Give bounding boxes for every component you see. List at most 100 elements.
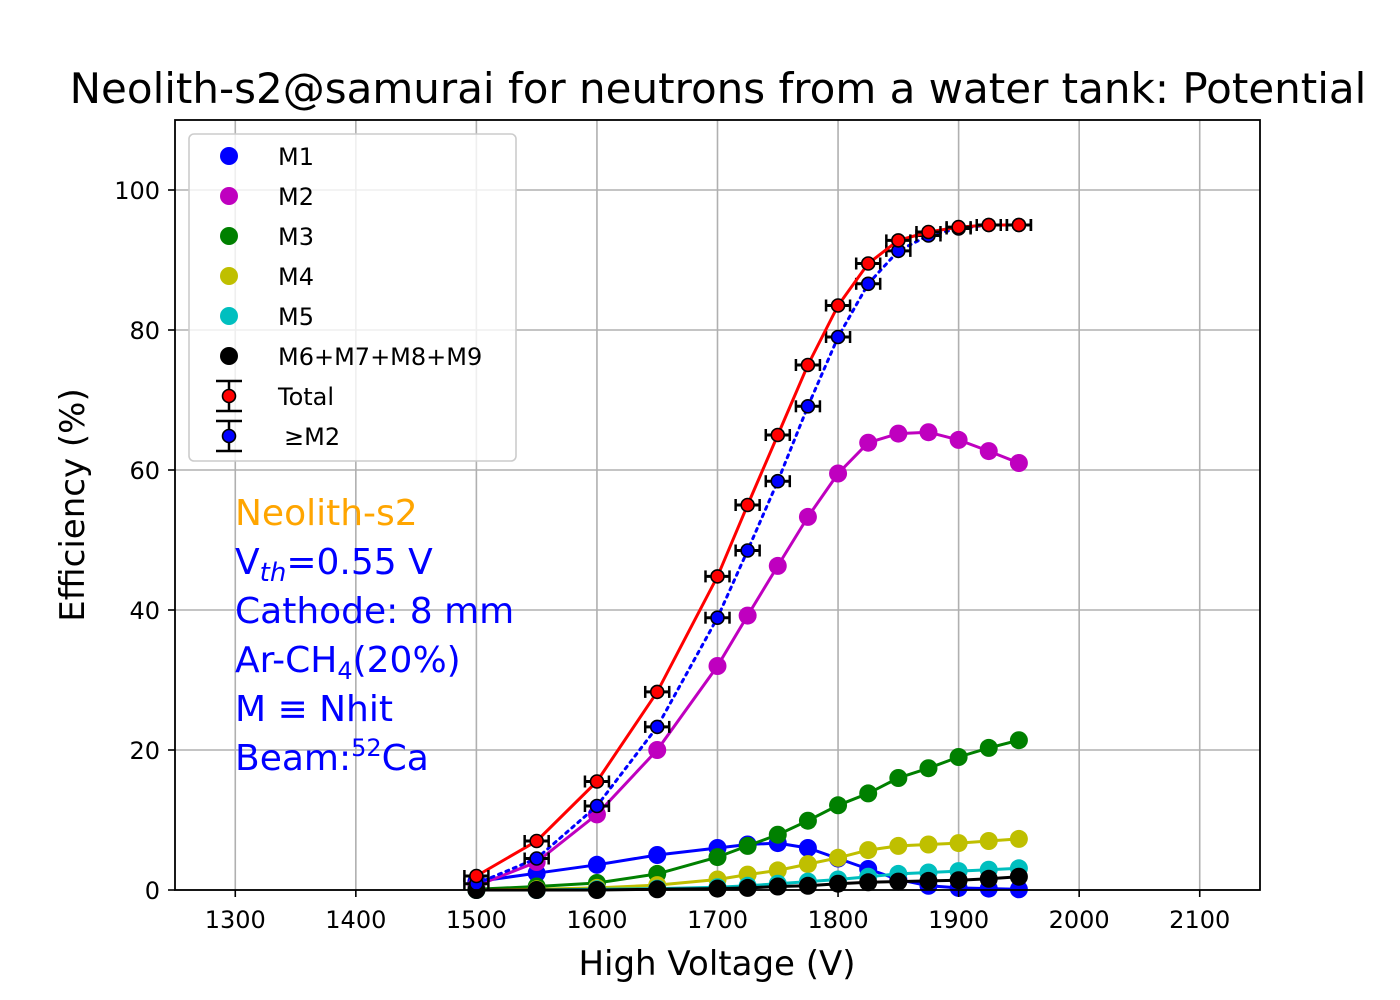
y-axis-label: Efficiency (%) <box>53 388 93 621</box>
data-point <box>768 825 787 844</box>
data-point <box>981 217 997 233</box>
data-point <box>768 556 787 575</box>
data-point <box>800 398 816 414</box>
y-tick-label: 80 <box>129 317 160 345</box>
data-point <box>529 833 544 849</box>
x-tick-label: 1900 <box>928 906 989 934</box>
data-point <box>859 433 878 452</box>
data-point <box>1009 829 1028 848</box>
chart-title: Neolith-s2@samurai for neutrons from a w… <box>70 64 1367 113</box>
annotation-beam: Beam:52Ca <box>235 734 429 779</box>
data-point <box>768 877 787 896</box>
series-total <box>463 217 1033 884</box>
series-m2 <box>467 423 1028 895</box>
legend-marker <box>220 187 238 205</box>
legend-label: M4 <box>278 263 314 291</box>
data-point <box>798 855 817 874</box>
annotation-multiplicity: M ≡ Nhit <box>235 689 393 730</box>
data-point <box>587 855 606 874</box>
data-point <box>1011 217 1027 233</box>
legend-marker <box>221 388 237 404</box>
data-point <box>738 878 757 897</box>
data-point <box>919 835 938 854</box>
data-point <box>949 430 968 449</box>
legend-label: M6+M7+M8+M9 <box>278 343 482 371</box>
data-point <box>859 784 878 803</box>
y-tick-label: 20 <box>129 737 160 765</box>
data-point <box>740 543 755 558</box>
legend-label: Total <box>277 383 334 411</box>
legend-marker <box>220 347 238 365</box>
annotation-block: Neolith-s2 Vth=0.55 V Cathode: 8 mm Ar-C… <box>235 493 514 779</box>
x-tick-label: 2000 <box>1049 906 1110 934</box>
data-point <box>979 442 998 461</box>
data-point <box>1009 731 1028 750</box>
data-point <box>708 657 727 675</box>
annotation-detector: Neolith-s2 <box>235 493 418 534</box>
legend-marker <box>221 428 237 444</box>
data-point <box>589 798 605 814</box>
data-point <box>829 848 848 867</box>
x-tick-label: 1700 <box>687 906 748 934</box>
data-point <box>740 497 755 513</box>
data-point <box>649 719 665 735</box>
data-point <box>770 427 786 443</box>
data-point <box>889 769 908 787</box>
data-point <box>889 424 908 443</box>
data-point <box>710 610 725 626</box>
data-point <box>949 871 968 890</box>
data-point <box>859 873 878 892</box>
grid <box>175 120 1260 891</box>
annotation-cathode: Cathode: 8 mm <box>235 591 514 632</box>
data-point <box>1009 454 1028 472</box>
data-point <box>829 464 848 483</box>
data-point <box>589 774 605 789</box>
legend-marker <box>220 267 238 285</box>
data-point <box>770 473 786 489</box>
data-point <box>979 869 998 888</box>
data-point <box>738 606 757 625</box>
data-point <box>889 872 908 891</box>
data-point <box>951 219 966 235</box>
x-tick-label: 1500 <box>446 906 507 934</box>
y-tick-label: 0 <box>145 877 160 905</box>
legend-label: M3 <box>278 223 314 251</box>
data-point <box>798 839 817 857</box>
data-point <box>919 423 938 442</box>
y-tick-label: 100 <box>114 177 160 205</box>
x-tick-label: 1800 <box>808 906 869 934</box>
data-point <box>529 851 544 866</box>
data-point <box>919 759 938 778</box>
data-point <box>768 861 787 880</box>
legend-label: M1 <box>278 143 314 171</box>
data-point <box>710 569 725 584</box>
data-point <box>859 841 878 860</box>
legend-marker <box>220 307 238 325</box>
legend-marker <box>220 227 238 245</box>
x-tick-label: 1600 <box>566 906 627 934</box>
data-point <box>648 741 667 759</box>
data-point <box>738 836 757 855</box>
data-point <box>979 832 998 850</box>
x-tick-label: 2100 <box>1169 906 1230 934</box>
data-point <box>649 684 665 700</box>
annotation-gas: Ar-CH4(20%) <box>235 640 461 685</box>
legend-marker <box>220 147 238 165</box>
legend: M1 M2 M3 M4 M5 M6+M7+M8+M9 Total ≥M2 <box>188 133 517 462</box>
axis-ticks: 1300 1400 1500 1600 1700 1800 1900 2000 2100 0 20 4… <box>114 177 1230 934</box>
data-point <box>829 874 848 893</box>
data-point <box>798 876 817 895</box>
legend-label: M5 <box>278 303 314 331</box>
annotation-threshold: Vth=0.55 V <box>235 542 433 588</box>
data-point <box>949 748 968 766</box>
data-point <box>830 298 846 313</box>
data-point <box>919 871 938 890</box>
data-point <box>860 276 876 292</box>
data-point <box>798 507 817 526</box>
data-point <box>949 834 968 853</box>
data-point <box>648 846 667 864</box>
x-tick-label: 1400 <box>325 906 386 934</box>
data-point <box>830 329 846 345</box>
